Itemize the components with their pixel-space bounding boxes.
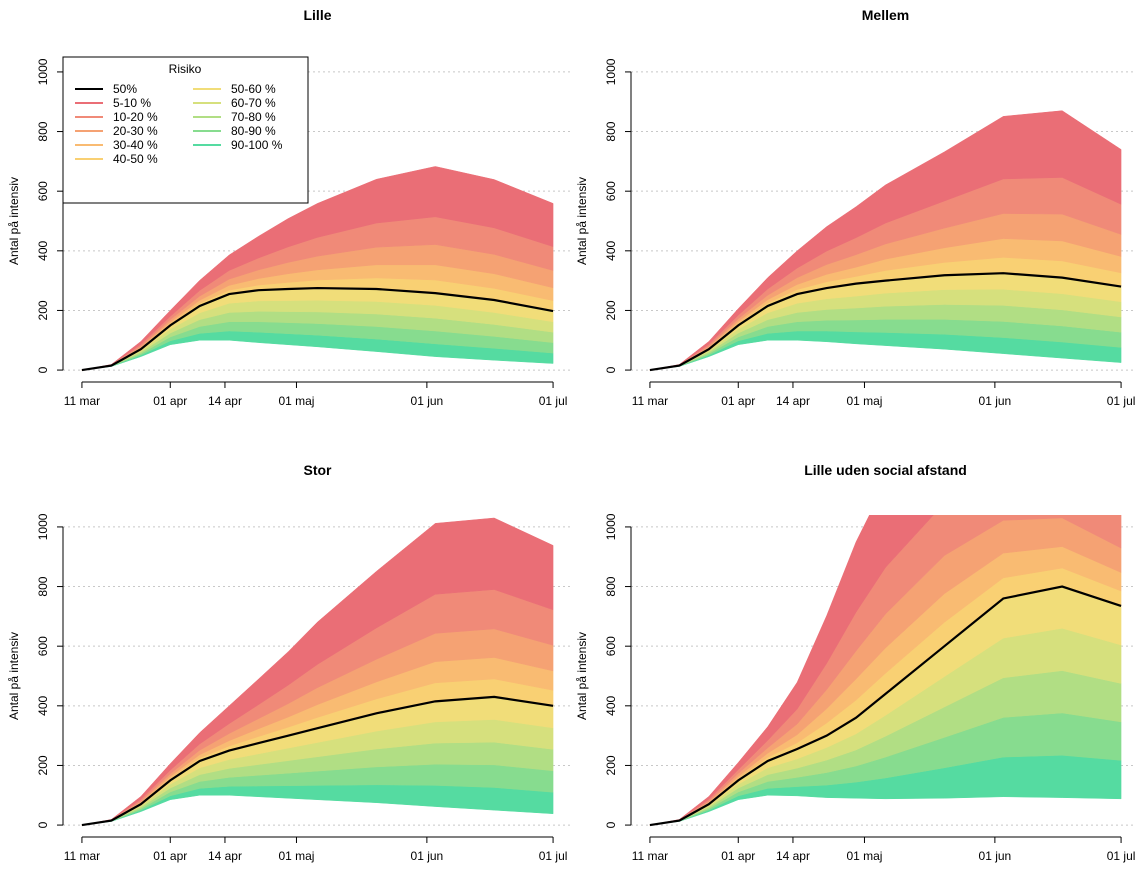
panel-title: Stor — [304, 462, 333, 478]
y-tick-label: 0 — [604, 821, 618, 828]
y-axis-label: Antal på intensiv — [7, 177, 21, 265]
x-tick-label: 11 mar — [64, 394, 100, 408]
median-line — [81, 695, 554, 827]
y-tick-label: 600 — [36, 181, 50, 201]
x-tick-label: 01 apr — [721, 849, 755, 863]
band — [649, 515, 934, 826]
legend-label: 70-80 % — [231, 110, 276, 124]
x-tick-label: 11 mar — [632, 394, 668, 408]
y-tick-label: 400 — [36, 240, 50, 260]
x-tick-label: 01 apr — [721, 394, 755, 408]
fan-area — [81, 517, 554, 827]
legend-label: 30-40 % — [113, 138, 158, 152]
x-tick-label: 01 maj — [846, 849, 882, 863]
legend-label: 60-70 % — [231, 96, 276, 110]
fan-area — [81, 166, 554, 372]
x-tick-label: 01 maj — [846, 394, 882, 408]
y-tick-label: 800 — [36, 121, 50, 141]
legend-box — [62, 56, 309, 204]
legend: Risiko 50%5-10 %10-20 %20-30 %30-40 %40-5… — [62, 56, 309, 204]
legend-label: 80-90 % — [231, 124, 276, 138]
y-tick-label: 0 — [604, 366, 618, 373]
y-tick-label: 800 — [604, 576, 618, 596]
y-tick-label: 1000 — [36, 513, 50, 540]
legend-label: 5-10 % — [113, 96, 151, 110]
y-tick-label: 400 — [604, 695, 618, 715]
y-axis-label: Antal på intensiv — [7, 632, 21, 720]
legend-title: Risiko — [169, 62, 202, 76]
panel: Stor Antal på intensiv 0 200 400 600 800 1000 11… — [7, 462, 572, 863]
x-tick-label: 01 jun — [411, 394, 444, 408]
x-tick-label: 01 jun — [411, 849, 444, 863]
x-tick-label: 01 jul — [1107, 394, 1136, 408]
y-tick-label: 400 — [604, 240, 618, 260]
y-tick-label: 200 — [604, 300, 618, 320]
panel: Lille uden social afstand Antal på intens… — [575, 462, 1136, 863]
x-tick-label: 01 maj — [278, 849, 314, 863]
y-tick-label: 200 — [604, 755, 618, 775]
panel: Lille Antal på intensiv 0 200 400 600 800 1000 1… — [7, 7, 572, 408]
legend-label: 20-30 % — [113, 124, 158, 138]
x-tick-label: 01 maj — [278, 394, 314, 408]
panel-title: Lille uden social afstand — [804, 462, 967, 478]
band — [81, 166, 554, 371]
y-tick-label: 0 — [36, 821, 50, 828]
x-tick-label: 11 mar — [632, 849, 668, 863]
legend-label: 40-50 % — [113, 152, 158, 166]
legend-label: 50% — [113, 82, 137, 96]
panel-title: Lille — [303, 7, 331, 23]
x-tick-label: 14 apr — [208, 849, 242, 863]
x-tick-label: 01 jun — [979, 849, 1012, 863]
y-tick-label: 1000 — [604, 513, 618, 540]
y-tick-label: 600 — [604, 636, 618, 656]
legend-label: 50-60 % — [231, 82, 276, 96]
x-tick-label: 14 apr — [208, 394, 242, 408]
y-tick-label: 400 — [36, 695, 50, 715]
band — [81, 517, 554, 826]
fan-area — [649, 515, 1122, 827]
legend-label: 10-20 % — [113, 110, 158, 124]
median-line — [81, 286, 554, 372]
y-tick-label: 800 — [36, 576, 50, 596]
y-tick-label: 200 — [36, 300, 50, 320]
x-tick-label: 14 apr — [776, 394, 810, 408]
x-tick-label: 01 jul — [539, 394, 568, 408]
fan-area — [649, 110, 1122, 372]
x-tick-label: 11 mar — [64, 849, 100, 863]
y-tick-label: 0 — [36, 366, 50, 373]
band — [649, 110, 1122, 371]
y-axis-label: Antal på intensiv — [575, 177, 589, 265]
legend-label: 90-100 % — [231, 138, 283, 152]
median-line — [649, 272, 1122, 372]
x-tick-label: 01 apr — [153, 394, 187, 408]
y-tick-label: 600 — [604, 181, 618, 201]
x-tick-label: 01 jul — [539, 849, 568, 863]
y-axis-label: Antal på intensiv — [575, 632, 589, 720]
x-tick-label: 01 jul — [1107, 849, 1136, 863]
panel: Mellem Antal på intensiv 0 200 400 600 800 1000… — [575, 7, 1136, 408]
y-tick-label: 600 — [36, 636, 50, 656]
x-tick-label: 01 jun — [979, 394, 1012, 408]
y-tick-label: 200 — [36, 755, 50, 775]
y-tick-label: 1000 — [604, 58, 618, 85]
x-tick-label: 14 apr — [776, 849, 810, 863]
y-tick-label: 800 — [604, 121, 618, 141]
x-tick-label: 01 apr — [153, 849, 187, 863]
y-tick-label: 1000 — [36, 58, 50, 85]
median-line — [649, 585, 1122, 827]
panel-title: Mellem — [862, 7, 909, 23]
